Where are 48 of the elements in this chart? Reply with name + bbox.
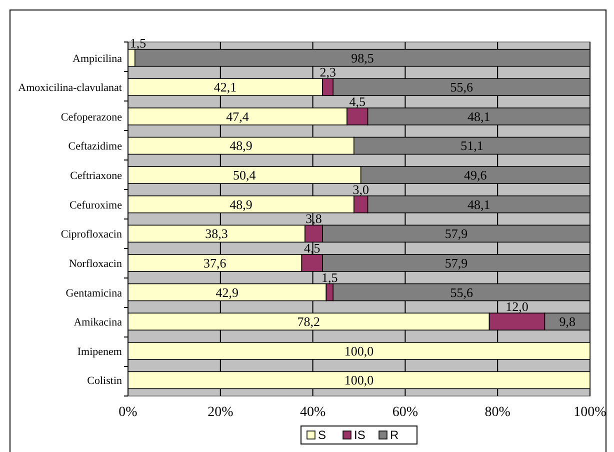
y-tick-label: Amoxicilina-clavulanat <box>18 82 122 94</box>
y-tick-label: Amikacina <box>74 316 122 329</box>
data-label: 57,9 <box>444 255 468 270</box>
y-tick-label: Gentamicina <box>66 287 122 300</box>
data-label: 2,3 <box>320 64 336 80</box>
x-tick-label: 60% <box>392 405 418 420</box>
data-label: 48,1 <box>468 108 490 124</box>
y-tick-label: Ceftazidime <box>68 140 122 153</box>
x-tick-label: 80% <box>484 405 511 420</box>
data-label: 55,6 <box>450 284 474 300</box>
data-label: 100,0 <box>344 372 374 388</box>
data-label: 37,6 <box>203 255 227 270</box>
x-tick-label: 20% <box>208 405 234 420</box>
legend-label: R <box>390 428 399 442</box>
data-label: 49,6 <box>464 168 488 183</box>
legend-label: S <box>318 428 326 442</box>
data-label: 48,1 <box>468 196 490 212</box>
y-tick-label: Ampicilina <box>72 52 122 65</box>
data-label: 38,3 <box>205 226 228 242</box>
data-label: 100,0 <box>344 343 374 358</box>
data-label: 78,2 <box>297 314 320 330</box>
data-label: 42,1 <box>214 80 237 95</box>
data-label: 98,5 <box>351 50 374 66</box>
data-label: 3,0 <box>352 182 369 197</box>
legend-label: IS <box>354 428 366 442</box>
y-tick-label: Cefuroxime <box>69 199 122 212</box>
x-tick-label: 0% <box>118 405 138 420</box>
x-tick-label: 100% <box>574 405 607 420</box>
x-tick-label: 40% <box>300 405 326 420</box>
data-label: 55,6 <box>450 80 474 95</box>
y-tick-label: Ceftriaxone <box>70 170 122 182</box>
data-label: 47,4 <box>226 108 250 124</box>
data-label: 51,1 <box>460 138 484 154</box>
data-label: 1,5 <box>322 270 338 285</box>
y-tick-label: Ciprofloxacin <box>60 228 122 241</box>
y-tick-label: Norfloxacin <box>68 258 122 270</box>
y-tick-label: Imipenem <box>77 346 122 358</box>
data-label: 9,8 <box>559 314 576 330</box>
y-tick-label: Colistin <box>87 375 122 388</box>
data-label: 42,9 <box>216 284 238 300</box>
data-label: 4,5 <box>349 94 366 109</box>
y-tick-label: Cefoperazone <box>60 111 122 124</box>
data-label: 57,9 <box>444 226 468 242</box>
data-label: 1,5 <box>130 35 146 50</box>
data-label: 12,0 <box>506 299 528 314</box>
data-label: 48,9 <box>230 138 252 154</box>
data-label: 48,9 <box>230 196 252 212</box>
data-label: 50,4 <box>233 168 256 183</box>
